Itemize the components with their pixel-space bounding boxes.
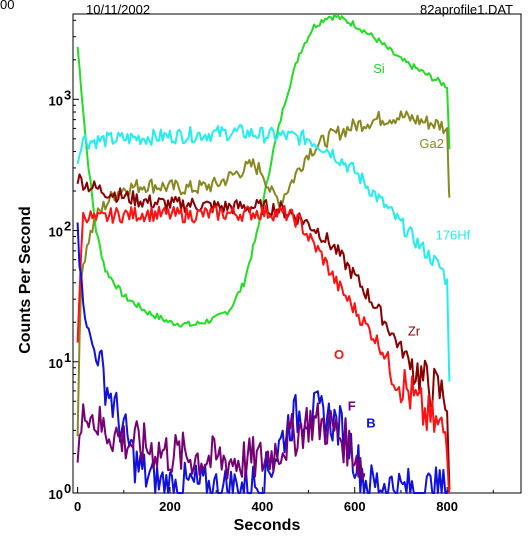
series-labels: Si Ga2 176Hf Zr O BF (334, 61, 471, 430)
series-line-o (76, 204, 451, 494)
filename-header: 82aprofile1.DAT (420, 2, 513, 17)
series-label-176hf: 176Hf (436, 228, 471, 243)
series-label-si: Si (373, 61, 385, 76)
x-tick-label: 800 (436, 499, 458, 514)
y-tick-label-exponent: 1 (64, 350, 71, 365)
x-tick-label: 600 (344, 499, 366, 514)
corner-text: 00 (0, 0, 14, 12)
series-line-b (76, 222, 449, 494)
x-tick-label: 400 (252, 499, 274, 514)
x-tick-label: 0 (74, 499, 81, 514)
series-label-f: F (348, 398, 356, 413)
series-label-ga2: Ga2 (419, 136, 444, 151)
y-tick-label-base: 10 (49, 356, 63, 371)
y-tick-label-exponent: 3 (64, 87, 71, 102)
series-line-si (76, 13, 451, 328)
series-label-o: O (334, 347, 344, 362)
x-axis-ticks: 0 200 400 600 800 (74, 487, 494, 514)
series-line-ga2 (76, 110, 451, 437)
date-header: 10/11/2002 (86, 2, 150, 17)
y-axis-label: Counts Per Second (17, 206, 34, 354)
plot-frame (72, 13, 522, 494)
y-tick-label-base: 10 (49, 487, 63, 502)
x-tick-label: 200 (159, 499, 181, 514)
series-label-zr: Zr (408, 324, 421, 339)
y-tick-label-base: 10 (49, 225, 63, 240)
x-axis-label: Seconds (234, 517, 301, 534)
series-label-b: B (366, 415, 375, 430)
series-line-zr (76, 173, 451, 490)
y-tick-label-exponent: 0 (64, 481, 71, 496)
y-tick-label-exponent: 2 (64, 219, 71, 234)
y-tick-label-base: 10 (49, 93, 63, 108)
series-layer (76, 13, 451, 494)
series-line-f (76, 402, 365, 481)
series-line-176hf (76, 123, 451, 382)
